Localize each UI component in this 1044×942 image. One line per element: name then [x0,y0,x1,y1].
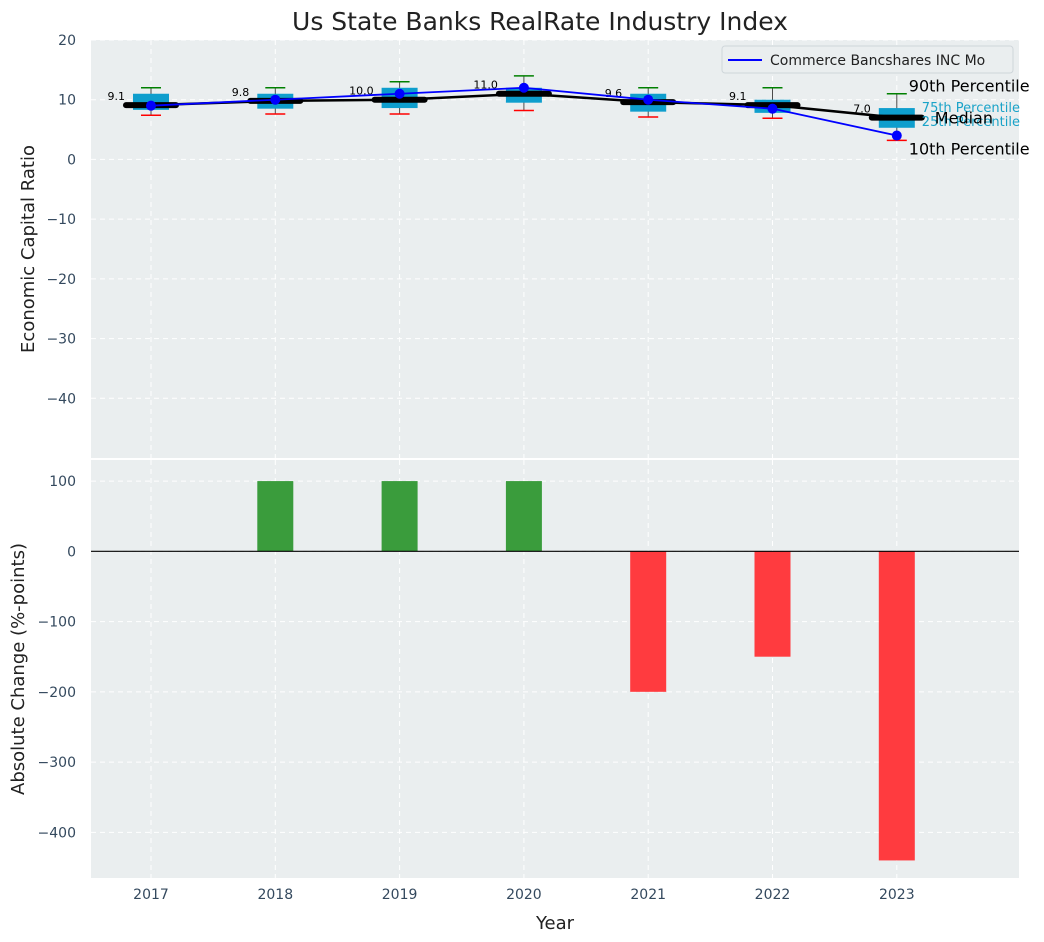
top-series [146,82,902,141]
legend: Commerce Bancshares INC Mo [721,45,1014,74]
annotation-p90: 90th Percentile [909,77,1030,96]
median-value-label: 9.1 [108,90,126,103]
annotation-p10: 10th Percentile [909,139,1030,158]
series-point [394,88,405,99]
x-tick-label: 2017 [133,887,169,903]
top-y-tick-label: −20 [46,272,76,288]
bottom-y-tick-label: −100 [38,615,76,631]
legend-label: Commerce Bancshares INC Mo [770,53,985,69]
bottom-y-axis-title: Absolute Change (%-points) [8,543,29,795]
bottom-y-tick-label: 0 [67,544,76,560]
x-tick-label: 2022 [755,887,791,903]
annotation-median: Median [935,109,993,128]
bottom-y-tick-label: −300 [38,755,76,771]
legend-frame [721,45,1014,74]
bottom-panel: 100 0 −100 −200 −300 −400 2017 2018 2019 2020 202… [8,460,1019,934]
series-point [146,100,156,111]
chart-title: Us State Banks RealRate Industry Index [292,7,788,36]
top-y-tick-labels: 20 10 0 −10 −20 −30 −40 [46,33,76,407]
series-point [891,130,902,141]
series-point [767,103,778,114]
annotation-p25: 25th Percentile [922,115,1020,130]
top-y-tick-label: 20 [58,33,76,49]
x-tick-label: 2019 [382,887,418,903]
top-y-tick-label: 10 [58,93,76,109]
x-tick-label: 2020 [506,887,542,903]
top-y-tick-label: −10 [46,212,76,228]
x-tick-label: 2018 [257,887,293,903]
top-y-tick-label: 0 [67,152,76,168]
bottom-bars [257,481,915,861]
x-tick-label: 2023 [879,887,915,903]
bottom-plot-area [91,460,1019,878]
top-plot-area [91,40,1019,458]
series-point [270,94,281,105]
change-bar [257,481,294,552]
top-y-axis-title: Economic Capital Ratio [18,145,39,353]
bottom-y-tick-label: −200 [38,685,76,701]
median-value-label: 9.1 [729,90,747,103]
series-point [643,94,654,105]
bottom-y-tick-label: −400 [38,825,76,841]
bottom-y-tick-label: 100 [49,474,76,490]
change-bar [754,551,791,657]
x-axis-title: Year [535,913,575,934]
annotation-p75: 75th Percentile [922,101,1020,116]
change-bar [630,551,667,692]
top-y-tick-label: −30 [46,332,76,348]
x-tick-label: 2021 [630,887,666,903]
median-value-label: 7.0 [853,103,871,116]
series-point [518,82,529,93]
top-y-tick-label: −40 [46,391,76,407]
median-value-label: 9.8 [232,86,250,99]
x-tick-labels: 2017 2018 2019 2020 2021 2022 2023 [133,887,914,903]
change-bar [381,481,418,552]
top-grid [91,39,1019,458]
change-bar [505,481,542,552]
change-bar [878,551,915,861]
top-boxes: 9.1 9.8 10.0 11.09.6 9.17.0 [108,75,925,142]
bottom-y-tick-labels: 100 0 −100 −200 −300 −400 [38,474,76,841]
